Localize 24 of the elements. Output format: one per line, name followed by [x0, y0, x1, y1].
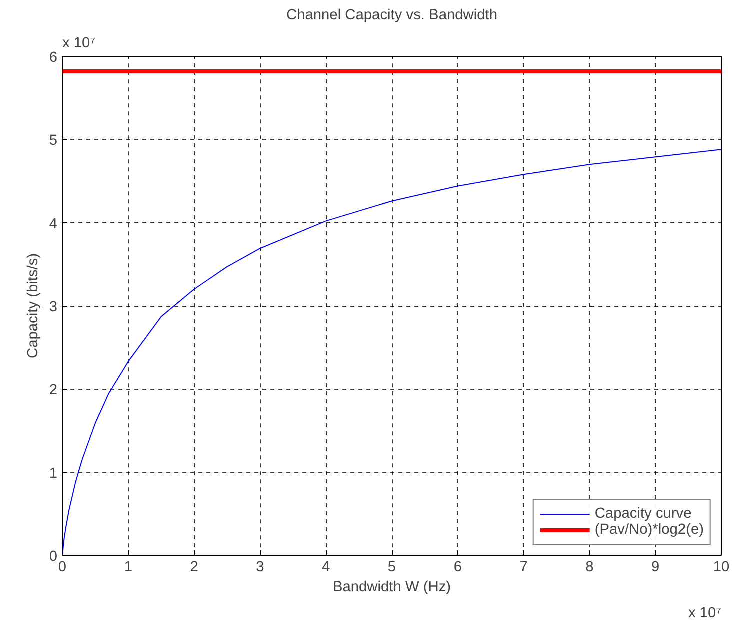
x-tick-label: 3 [256, 560, 264, 576]
text: x 10⁷ [688, 606, 722, 622]
x-tick-label: 5 [388, 560, 396, 576]
x-tick-label: 4 [322, 560, 330, 576]
chart-title: Channel Capacity vs. Bandwidth [286, 8, 498, 24]
y-tick-label: 2 [49, 382, 58, 399]
y-axis-title: Capacity (bits/s) [25, 253, 42, 359]
y-tick-label: 1 [49, 466, 58, 482]
text: x 10⁷ [62, 36, 96, 52]
x-axis-title: Bandwidth W (Hz) [332, 580, 452, 596]
x-tick-label: 2 [190, 560, 198, 576]
x-tick-label: 8 [586, 560, 594, 576]
y-tick-label: 3 [49, 300, 58, 316]
legend-label: Capacity curve [594, 506, 692, 522]
x-tick-label: 10 [713, 560, 730, 576]
x-tick-label: 6 [454, 560, 462, 576]
x-tick-label: 1 [124, 560, 132, 576]
y-tick-label: 5 [49, 133, 58, 150]
y-tick-label: 6 [49, 50, 58, 66]
y-tick-label: 4 [49, 216, 58, 232]
x-tick-label: 7 [520, 560, 528, 576]
x-tick-label: 9 [652, 560, 660, 576]
legend-label: (Pav/No)*log2(e) [594, 522, 704, 538]
y-tick-label: 0 [49, 549, 58, 565]
